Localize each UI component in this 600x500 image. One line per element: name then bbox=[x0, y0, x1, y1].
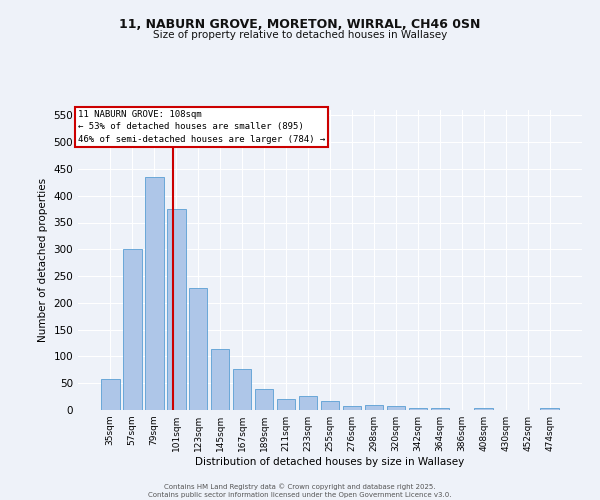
Bar bbox=[541, 408, 559, 410]
Bar bbox=[101, 380, 119, 410]
Bar bbox=[343, 406, 361, 410]
Bar bbox=[277, 400, 295, 410]
Bar bbox=[409, 408, 427, 410]
Bar bbox=[365, 405, 383, 410]
Bar bbox=[475, 408, 493, 410]
Bar bbox=[123, 250, 142, 410]
Bar bbox=[320, 402, 340, 410]
Text: Size of property relative to detached houses in Wallasey: Size of property relative to detached ho… bbox=[153, 30, 447, 40]
Text: 11, NABURN GROVE, MORETON, WIRRAL, CH46 0SN: 11, NABURN GROVE, MORETON, WIRRAL, CH46 … bbox=[119, 18, 481, 30]
Bar bbox=[145, 177, 164, 410]
Bar bbox=[189, 288, 208, 410]
Bar bbox=[255, 388, 274, 410]
Bar bbox=[386, 406, 405, 410]
Bar bbox=[233, 369, 251, 410]
Bar bbox=[431, 408, 449, 410]
Text: Contains HM Land Registry data © Crown copyright and database right 2025.
Contai: Contains HM Land Registry data © Crown c… bbox=[148, 483, 452, 498]
Bar bbox=[299, 396, 317, 410]
X-axis label: Distribution of detached houses by size in Wallasey: Distribution of detached houses by size … bbox=[196, 457, 464, 467]
Bar bbox=[167, 209, 185, 410]
Y-axis label: Number of detached properties: Number of detached properties bbox=[38, 178, 48, 342]
Text: 11 NABURN GROVE: 108sqm
← 53% of detached houses are smaller (895)
46% of semi-d: 11 NABURN GROVE: 108sqm ← 53% of detache… bbox=[78, 110, 325, 144]
Bar bbox=[211, 350, 229, 410]
